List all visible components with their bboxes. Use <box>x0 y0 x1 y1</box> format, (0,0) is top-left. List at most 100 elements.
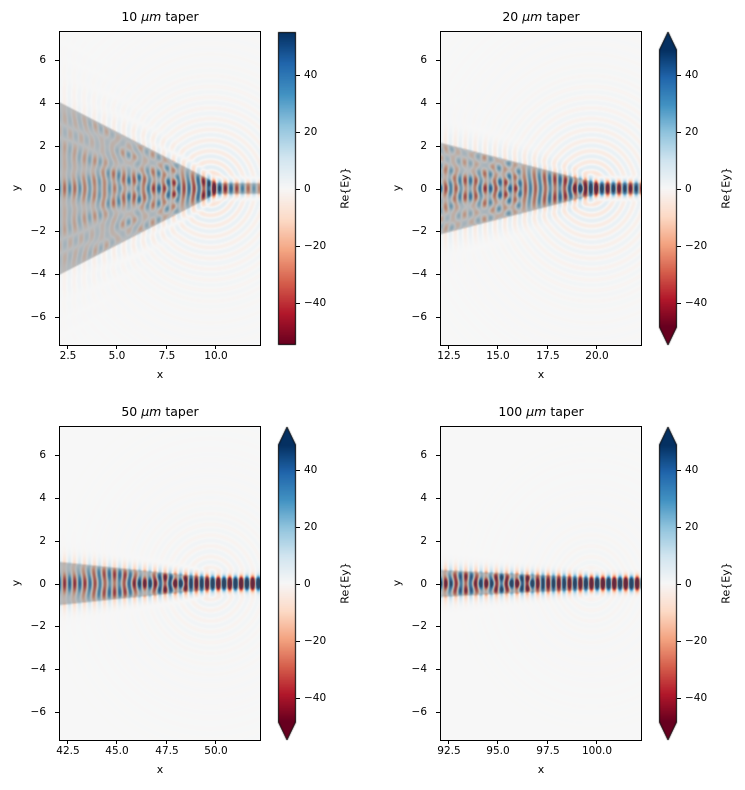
title-unit: μm <box>526 404 547 419</box>
colorbar-tick-label: −40 <box>685 692 708 704</box>
x-tick-mark <box>215 345 216 349</box>
x-axis-label: x <box>156 368 164 381</box>
colorbar-tick-label: 0 <box>685 183 692 195</box>
x-tick-mark <box>497 345 498 349</box>
x-tick-label: 95.0 <box>486 745 510 757</box>
subplot-title: 10 μm taper <box>60 9 260 24</box>
y-tick-label: −4 <box>411 663 427 675</box>
y-tick-mark <box>55 60 59 61</box>
colorbar-label: Re{Ey} <box>338 167 352 209</box>
y-tick-mark <box>55 541 59 542</box>
y-tick-mark <box>436 60 440 61</box>
colorbar-label: Re{Ey} <box>719 167 733 209</box>
title-number: 20 <box>502 9 519 24</box>
y-tick-mark <box>436 541 440 542</box>
colorbar-tick-label: 0 <box>685 578 692 590</box>
plot-area <box>440 31 642 346</box>
y-tick-mark <box>436 274 440 275</box>
x-tick-label: 42.5 <box>56 745 80 757</box>
y-tick-mark <box>436 231 440 232</box>
y-tick-mark <box>436 712 440 713</box>
plot-area <box>59 426 261 741</box>
y-tick-mark <box>55 274 59 275</box>
colorbar-tick-label: 40 <box>685 464 699 476</box>
colorbar-tick-mark <box>296 246 300 247</box>
y-tick-label: 4 <box>39 492 46 504</box>
y-tick-mark <box>55 317 59 318</box>
title-suffix: taper <box>165 9 199 24</box>
x-axis-label: x <box>537 763 545 776</box>
x-tick-mark <box>497 740 498 744</box>
y-tick-label: 4 <box>39 97 46 109</box>
title-unit: μm <box>141 9 162 24</box>
colorbar <box>658 425 678 742</box>
title-suffix: taper <box>550 404 584 419</box>
y-tick-label: 0 <box>420 183 427 195</box>
y-tick-label: −6 <box>411 706 427 718</box>
colorbar-label: Re{Ey} <box>338 562 352 604</box>
title-unit: μm <box>141 404 162 419</box>
subplot-title: 20 μm taper <box>441 9 641 24</box>
y-tick-label: −2 <box>30 620 46 632</box>
x-tick-label: 92.5 <box>437 745 461 757</box>
x-tick-mark <box>547 345 548 349</box>
colorbar-tick-label: 40 <box>685 69 699 81</box>
colorbar-tick-label: 40 <box>304 69 318 81</box>
x-tick-label: 2.5 <box>59 350 77 362</box>
colorbar-tick-mark <box>296 470 300 471</box>
y-tick-mark <box>55 498 59 499</box>
x-tick-mark <box>215 740 216 744</box>
y-tick-mark <box>55 189 59 190</box>
x-tick-label: 5.0 <box>108 350 126 362</box>
colorbar-tick-label: 20 <box>304 521 318 533</box>
y-tick-label: 2 <box>39 535 46 547</box>
y-tick-label: 2 <box>39 140 46 152</box>
colorbar-tick-mark <box>677 470 681 471</box>
x-tick-label: 10.0 <box>204 350 228 362</box>
x-tick-mark <box>166 740 167 744</box>
plot-area <box>59 31 261 346</box>
y-tick-mark <box>55 712 59 713</box>
y-tick-mark <box>55 455 59 456</box>
x-tick-label: 12.5 <box>437 350 461 362</box>
y-tick-label: 6 <box>39 449 46 461</box>
y-tick-label: 2 <box>420 535 427 547</box>
subplot-taper-20um: 20 μm taper x y Re{Ey} 12.5 15.0 17.5 20.0 6 4 2… <box>381 0 745 395</box>
y-tick-mark <box>436 498 440 499</box>
colorbar-tick-mark <box>296 189 300 190</box>
title-number: 50 <box>121 404 138 419</box>
y-tick-label: 4 <box>420 492 427 504</box>
title-suffix: taper <box>165 404 199 419</box>
y-tick-mark <box>436 455 440 456</box>
x-tick-mark <box>67 345 68 349</box>
colorbar-tick-mark <box>677 584 681 585</box>
title-suffix: taper <box>546 9 580 24</box>
colorbar-tick-mark <box>296 303 300 304</box>
colorbar-tick-mark <box>677 641 681 642</box>
x-tick-mark <box>448 740 449 744</box>
y-tick-label: 0 <box>39 183 46 195</box>
y-tick-mark <box>55 584 59 585</box>
y-tick-label: −6 <box>411 311 427 323</box>
title-unit: μm <box>522 9 543 24</box>
y-tick-mark <box>55 103 59 104</box>
colorbar-tick-mark <box>296 584 300 585</box>
colorbar-tick-label: 0 <box>304 578 311 590</box>
colorbar <box>277 425 297 742</box>
x-tick-label: 45.0 <box>105 745 129 757</box>
y-tick-label: −2 <box>411 620 427 632</box>
colorbar-tick-label: −40 <box>304 297 327 309</box>
colorbar-tick-mark <box>296 698 300 699</box>
y-tick-label: 0 <box>420 578 427 590</box>
x-axis-label: x <box>156 763 164 776</box>
x-tick-mark <box>166 345 167 349</box>
colorbar-tick-mark <box>296 641 300 642</box>
field-heatmap-canvas <box>60 32 260 345</box>
colorbar-tick-label: 20 <box>685 126 699 138</box>
y-tick-label: −6 <box>30 311 46 323</box>
y-tick-label: 4 <box>420 97 427 109</box>
x-tick-label: 20.0 <box>585 350 609 362</box>
colorbar-tick-label: 40 <box>304 464 318 476</box>
colorbar-tick-label: −20 <box>685 240 708 252</box>
x-tick-mark <box>116 740 117 744</box>
